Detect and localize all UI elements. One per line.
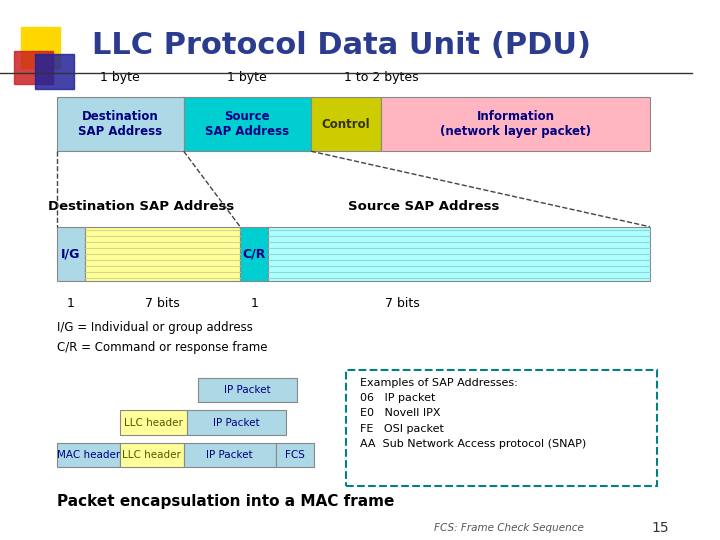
Text: LLC header: LLC header xyxy=(125,417,183,428)
Text: MAC header: MAC header xyxy=(57,450,120,460)
Text: I/G = Individual or group address
C/R = Command or response frame: I/G = Individual or group address C/R = … xyxy=(56,321,267,354)
Text: 1 to 2 bytes: 1 to 2 bytes xyxy=(344,71,419,84)
Text: IP Packet: IP Packet xyxy=(213,417,260,428)
Bar xyxy=(198,378,297,402)
Bar xyxy=(35,54,74,89)
Bar xyxy=(85,227,240,281)
Bar xyxy=(240,227,269,281)
Bar xyxy=(56,227,85,281)
Text: 7 bits: 7 bits xyxy=(145,297,180,310)
Text: LLC Protocol Data Unit (PDU): LLC Protocol Data Unit (PDU) xyxy=(92,31,591,60)
Text: 1: 1 xyxy=(251,297,258,310)
Text: IP Packet: IP Packet xyxy=(224,385,271,395)
Text: I/G: I/G xyxy=(61,247,81,260)
Text: Source SAP Address: Source SAP Address xyxy=(348,200,500,213)
Text: Source
SAP Address: Source SAP Address xyxy=(205,110,289,138)
Bar xyxy=(269,227,650,281)
Bar xyxy=(14,51,53,84)
Text: 1 byte: 1 byte xyxy=(100,71,140,84)
Text: Examples of SAP Addresses:
06   IP packet
E0   Novell IPX
FE   OSI packet
AA  Su: Examples of SAP Addresses: 06 IP packet … xyxy=(360,378,587,449)
Text: 1 byte: 1 byte xyxy=(228,71,267,84)
Bar xyxy=(120,443,184,467)
Text: 7 bits: 7 bits xyxy=(385,297,420,310)
Text: 1: 1 xyxy=(67,297,75,310)
Bar xyxy=(120,410,187,435)
Bar xyxy=(56,97,184,151)
Bar xyxy=(382,97,650,151)
Text: Packet encapsulation into a MAC frame: Packet encapsulation into a MAC frame xyxy=(56,494,394,509)
Text: C/R: C/R xyxy=(243,247,266,260)
Bar xyxy=(184,97,311,151)
Text: 15: 15 xyxy=(652,521,670,535)
Text: Information
(network layer packet): Information (network layer packet) xyxy=(440,110,591,138)
Bar xyxy=(311,97,382,151)
Text: FCS: Frame Check Sequence: FCS: Frame Check Sequence xyxy=(434,523,585,533)
Bar xyxy=(184,443,276,467)
Text: IP Packet: IP Packet xyxy=(207,450,253,460)
Text: Control: Control xyxy=(322,118,371,131)
Text: Destination
SAP Address: Destination SAP Address xyxy=(78,110,162,138)
Text: Destination SAP Address: Destination SAP Address xyxy=(48,200,235,213)
Bar xyxy=(187,410,286,435)
Bar xyxy=(276,443,315,467)
Text: FCS: FCS xyxy=(285,450,305,460)
FancyBboxPatch shape xyxy=(346,370,657,486)
Bar xyxy=(56,443,120,467)
Bar xyxy=(21,27,60,68)
Text: LLC header: LLC header xyxy=(122,450,181,460)
